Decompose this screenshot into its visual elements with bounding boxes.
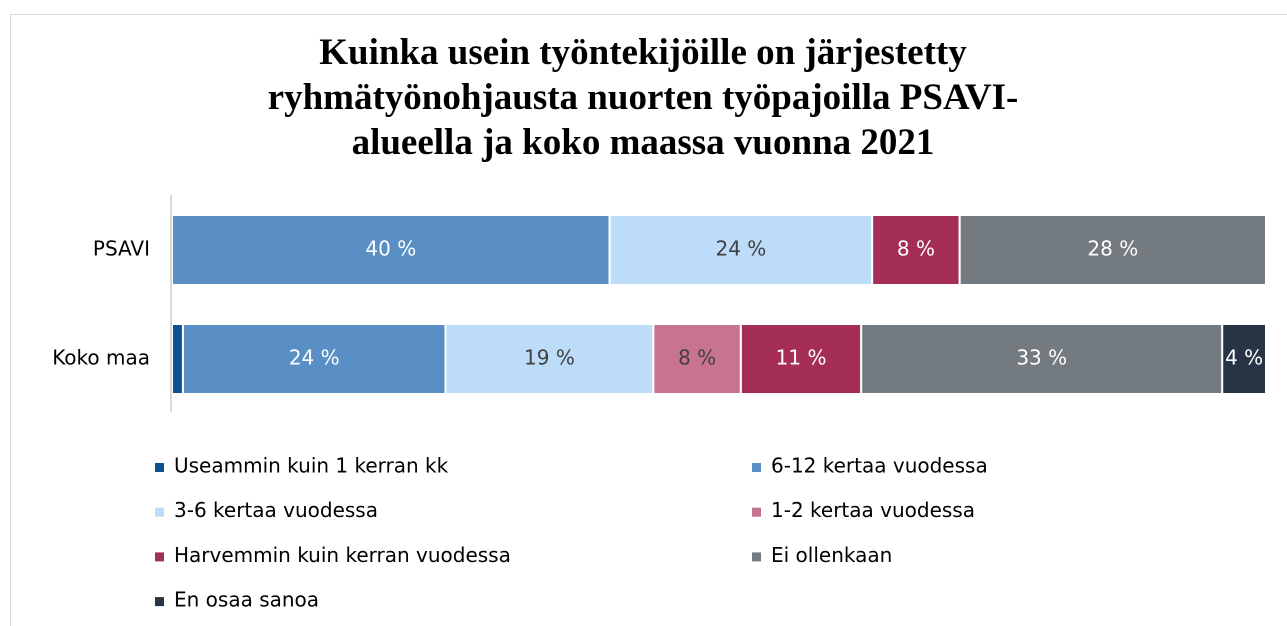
bar-segment xyxy=(1221,323,1267,395)
legend-label: 6-12 kertaa vuodessa xyxy=(771,454,988,478)
data-label: 33 % xyxy=(1016,346,1067,370)
legend-swatch xyxy=(155,552,164,562)
legend-label: Useammin kuin 1 kerran kk xyxy=(174,454,449,478)
bar-segment xyxy=(444,323,655,395)
chart-title: Kuinka usein työntekijöille on järjestet… xyxy=(267,32,1019,163)
data-label: 8 % xyxy=(897,237,935,261)
y-tick-label: Koko maa xyxy=(52,346,150,370)
data-label: 24 % xyxy=(715,237,766,261)
legend-label: 1-2 kertaa vuodessa xyxy=(771,498,975,522)
legend-swatch xyxy=(155,507,164,517)
bar-segment xyxy=(171,323,184,395)
legend-swatch xyxy=(752,507,761,517)
legend-label: En osaa sanoa xyxy=(174,588,319,612)
data-label: 19 % xyxy=(524,346,575,370)
legend-swatch xyxy=(155,463,164,472)
data-label: 24 % xyxy=(289,346,340,370)
data-label: 40 % xyxy=(365,237,416,261)
legend-swatch xyxy=(752,463,761,472)
bar-segment xyxy=(652,323,742,395)
bar-segment xyxy=(608,214,874,286)
bar-segment xyxy=(860,323,1224,395)
bar-segment xyxy=(958,214,1267,286)
bar-segment xyxy=(181,323,447,395)
data-label: 11 % xyxy=(776,346,827,370)
data-label: 28 % xyxy=(1087,237,1138,261)
chart-frame xyxy=(10,14,1287,626)
data-label: 8 % xyxy=(678,346,716,370)
legend-label: Ei ollenkaan xyxy=(771,543,892,567)
legend-label: 3-6 kertaa vuodessa xyxy=(174,498,378,522)
legend-label: Harvemmin kuin kerran vuodessa xyxy=(174,543,511,567)
bar-segment xyxy=(171,214,611,286)
legend-swatch xyxy=(752,552,761,562)
legend-swatch xyxy=(155,597,164,607)
y-tick-label: PSAVI xyxy=(93,237,150,261)
data-label: 4 % xyxy=(1225,346,1263,370)
